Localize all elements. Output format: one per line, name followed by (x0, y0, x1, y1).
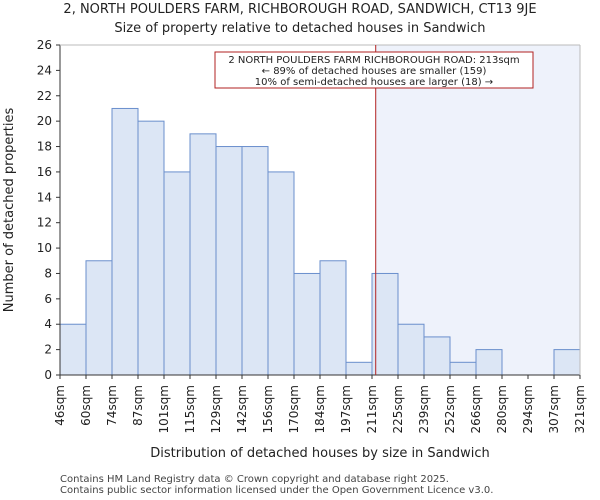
footer-licence-note: Contains public sector information licen… (60, 485, 494, 496)
x-tick-label: 46sqm (53, 385, 67, 426)
footer-copyright-note: Contains HM Land Registry data © Crown c… (60, 474, 449, 485)
histogram-bar (475, 349, 503, 376)
histogram-bar (189, 133, 217, 376)
y-tick-label: 2 (44, 343, 52, 357)
histogram-bar (85, 260, 113, 376)
histogram-bar (319, 260, 347, 376)
y-tick-label: 10 (37, 241, 52, 255)
x-tick-label: 197sqm (339, 385, 353, 433)
histogram-bar (267, 171, 295, 376)
y-tick-label: 0 (44, 368, 52, 382)
histogram-bar (423, 336, 451, 376)
x-tick-label: 129sqm (209, 385, 223, 433)
chart-subtitle: Size of property relative to detached ho… (114, 21, 486, 36)
histogram-bar (111, 107, 139, 376)
y-tick-label: 14 (37, 190, 52, 204)
x-tick-label: 156sqm (261, 385, 275, 433)
y-tick-label: 26 (37, 38, 52, 52)
y-tick-label: 6 (44, 292, 52, 306)
x-tick-label: 170sqm (287, 385, 301, 433)
x-tick-label: 294sqm (521, 385, 535, 433)
x-tick-label: 142sqm (235, 385, 249, 433)
annotation-box (214, 51, 534, 89)
y-tick-label: 24 (37, 63, 52, 77)
x-tick-label: 184sqm (313, 385, 327, 433)
x-tick-label: 266sqm (469, 385, 483, 433)
histogram-bar (397, 323, 425, 376)
y-tick-label: 8 (44, 266, 52, 280)
histogram-bar (241, 146, 269, 376)
x-tick-label: 87sqm (131, 385, 145, 426)
y-tick-label: 16 (37, 165, 52, 179)
histogram-bar (371, 272, 399, 376)
x-tick-label: 239sqm (417, 385, 431, 433)
x-tick-label: 115sqm (183, 385, 197, 433)
histogram-bar (215, 146, 243, 376)
annotation-line-1: 2 NORTH POULDERS FARM RICHBOROUGH ROAD: … (228, 55, 519, 66)
x-tick-label: 252sqm (443, 385, 457, 433)
x-tick-label: 74sqm (105, 385, 119, 426)
x-tick-label: 211sqm (365, 385, 379, 433)
y-tick-label: 4 (44, 317, 52, 331)
histogram-bar (59, 323, 87, 376)
x-tick-label: 280sqm (495, 385, 509, 433)
x-tick-label: 225sqm (391, 385, 405, 433)
x-axis-title: Distribution of detached houses by size … (150, 446, 490, 461)
y-tick-label: 20 (37, 114, 52, 128)
histogram-bar (293, 272, 321, 376)
x-tick-label: 60sqm (79, 385, 93, 426)
larger-region-shade (375, 45, 580, 375)
histogram-bar (345, 361, 373, 376)
histogram-bar (449, 361, 477, 376)
histogram-bar (163, 171, 191, 376)
x-tick-label: 101sqm (157, 385, 171, 433)
histogram-bar (553, 349, 581, 376)
y-axis-title: Number of detached properties (2, 108, 17, 313)
y-tick-label: 12 (37, 216, 52, 230)
annotation-line-2: ← 89% of detached houses are smaller (15… (262, 66, 487, 77)
annotation-line-3: 10% of semi-detached houses are larger (… (255, 77, 493, 88)
x-tick-label: 321sqm (573, 385, 587, 433)
y-tick-label: 22 (37, 89, 52, 103)
chart-title-address: 2, NORTH POULDERS FARM, RICHBOROUGH ROAD… (63, 2, 537, 17)
x-tick-label: 307sqm (547, 385, 561, 433)
y-tick-label: 18 (37, 140, 52, 154)
histogram-bar (137, 120, 165, 376)
